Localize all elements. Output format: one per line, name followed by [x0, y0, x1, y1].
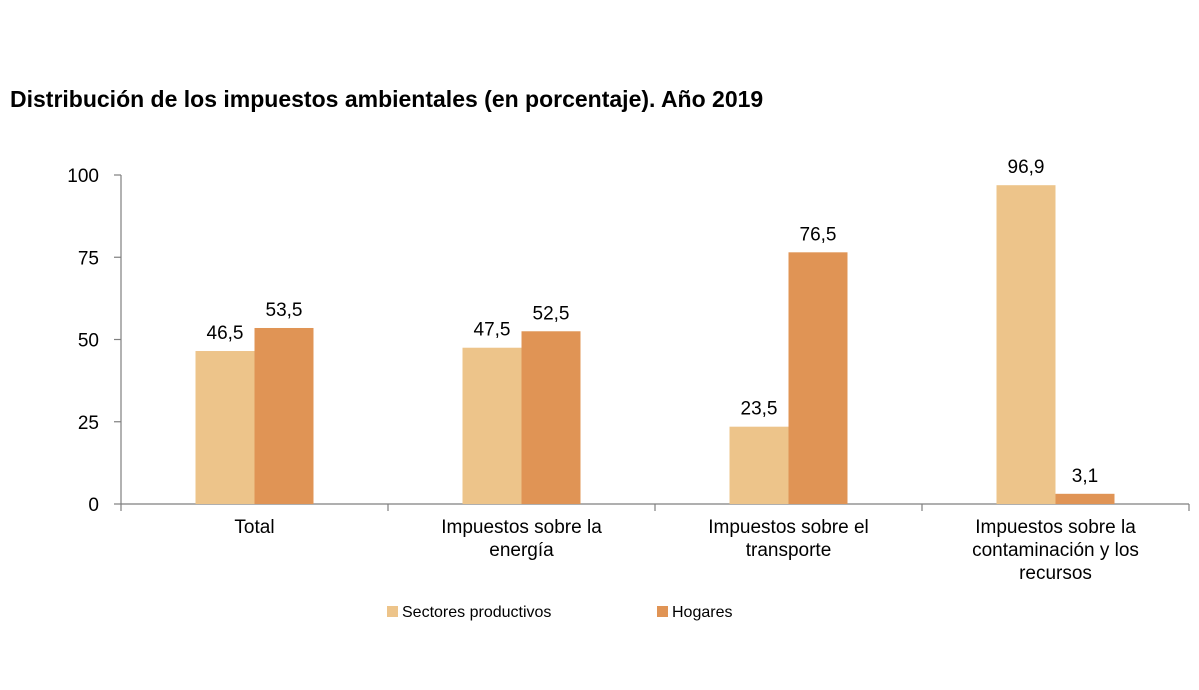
data-labels: 46,5 47,5 23,5 96,9 53,5 52,5 76,5 3,1 — [207, 157, 1099, 487]
chart-title: Distribución de los impuestos ambientale… — [10, 86, 764, 112]
y-tick-label: 100 — [67, 166, 99, 187]
bar-sectores-productivos — [462, 347, 522, 504]
data-label: 46,5 — [207, 323, 244, 344]
legend-label: Sectores productivos — [402, 604, 551, 621]
bar-sectores-productivos — [996, 185, 1056, 504]
x-tick-label: Impuestos sobre la contaminación y los rec… — [972, 517, 1139, 584]
axes: 0 25 50 75 100 Total Impuestos sobre la energía… — [67, 166, 1190, 584]
data-label: 76,5 — [800, 224, 837, 245]
legend: Sectores productivos Hogares — [387, 604, 732, 621]
legend-label: Hogares — [672, 604, 732, 621]
data-label: 96,9 — [1008, 157, 1045, 178]
x-tick-label: Impuestos sobre el transporte — [708, 517, 869, 561]
bar-hogares — [254, 327, 314, 504]
data-label: 3,1 — [1072, 466, 1098, 487]
y-tick-label: 0 — [88, 495, 99, 516]
legend-swatch — [657, 606, 668, 617]
y-tick-label: 25 — [78, 413, 99, 434]
bar-sectores-productivos — [195, 351, 255, 504]
legend-swatch — [387, 606, 398, 617]
x-tick-label: Impuestos sobre la energía — [441, 517, 602, 561]
y-tick-label: 75 — [78, 248, 99, 269]
bar-sectores-productivos — [729, 426, 789, 504]
data-label: 47,5 — [474, 320, 511, 341]
bar-hogares — [521, 331, 581, 504]
bar-hogares — [1055, 493, 1115, 504]
bar-hogares — [788, 252, 848, 504]
data-label: 23,5 — [741, 399, 778, 420]
x-tick-label: Total — [234, 517, 274, 538]
y-tick-label: 50 — [78, 331, 99, 352]
data-label: 52,5 — [533, 303, 570, 324]
bars — [195, 185, 1115, 504]
data-label: 53,5 — [266, 300, 303, 321]
